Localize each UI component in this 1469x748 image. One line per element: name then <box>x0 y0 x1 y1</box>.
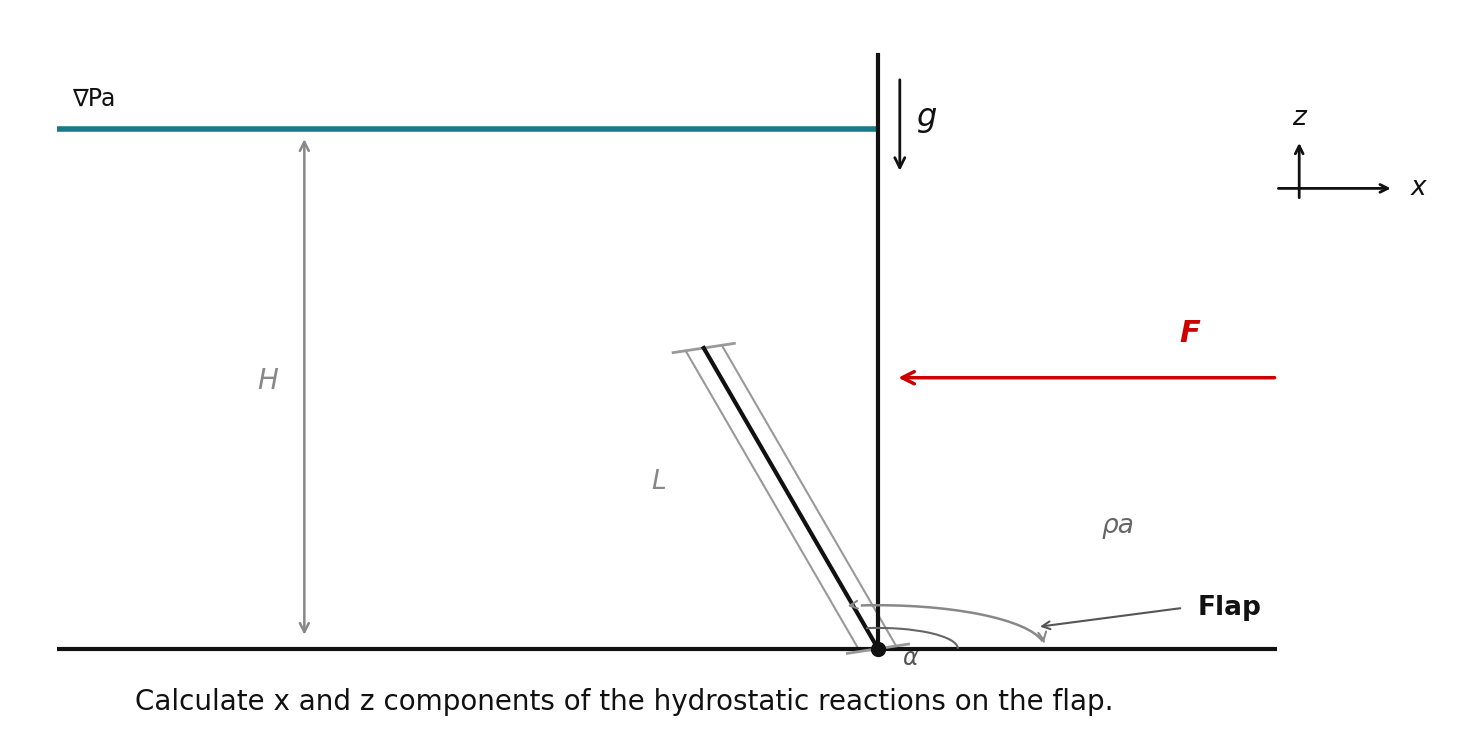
Text: z: z <box>1293 105 1306 131</box>
Text: Flap: Flap <box>1197 595 1262 621</box>
Text: Calculate x and z components of the hydrostatic reactions on the flap.: Calculate x and z components of the hydr… <box>135 687 1114 716</box>
Text: g: g <box>917 102 937 133</box>
Text: L: L <box>651 469 665 494</box>
Text: H: H <box>257 367 279 396</box>
Text: F: F <box>1180 319 1200 348</box>
Text: x: x <box>1412 175 1426 201</box>
Text: ∇Pa: ∇Pa <box>72 87 116 111</box>
Text: α: α <box>902 646 918 669</box>
Text: ρa: ρa <box>1102 513 1134 539</box>
